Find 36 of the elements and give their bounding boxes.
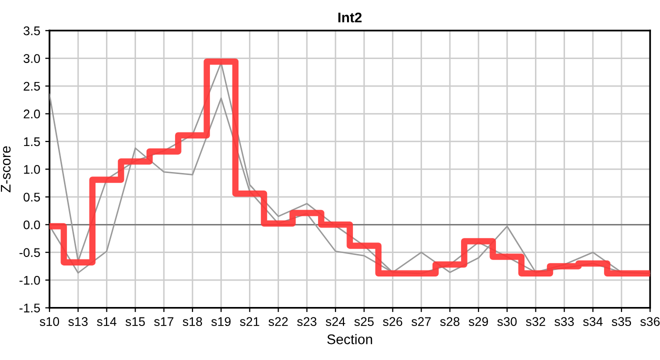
x-tick-label: s21 — [240, 317, 260, 326]
x-tick-label: s35 — [612, 317, 632, 326]
y-axis-title: Z-score — [0, 146, 11, 192]
x-tick-label: s17 — [154, 317, 174, 326]
x-tick-label: s22 — [268, 317, 288, 326]
y-tick-label: 3.5 — [24, 26, 40, 36]
y-tick-label: 1.5 — [24, 137, 40, 146]
x-tick-label: s14 — [96, 317, 116, 326]
x-tick-label: s28 — [440, 317, 460, 326]
x-tick-label: s27 — [412, 317, 431, 326]
x-tick-label: s13 — [68, 317, 88, 326]
x-tick-label: s15 — [126, 317, 145, 326]
y-tick-label: -1.0 — [19, 276, 40, 285]
x-tick-label: s30 — [497, 317, 517, 326]
y-tick-label: -1.5 — [19, 304, 40, 312]
y-tick-label: 0.5 — [24, 192, 40, 202]
x-tick-label: s33 — [554, 317, 574, 326]
y-tick-label: 0.0 — [24, 220, 40, 230]
y-tick-label: 2.0 — [24, 110, 40, 118]
x-tick-label: s24 — [326, 317, 346, 326]
x-tick-label: s18 — [182, 317, 202, 326]
x-tick-label: s32 — [526, 317, 546, 326]
x-axis-title: Section — [327, 334, 372, 344]
y-tick-label: -0.5 — [19, 248, 40, 258]
y-tick-label: 2.5 — [24, 82, 40, 91]
y-tick-label: 1.0 — [24, 165, 40, 174]
x-tick-label: s34 — [583, 317, 603, 326]
chart-title: Int2 — [338, 12, 362, 22]
x-tick-label: s29 — [468, 317, 488, 326]
x-tick-label: s25 — [354, 317, 374, 326]
x-tick-label: s36 — [640, 317, 660, 326]
x-tick-label: s23 — [297, 317, 316, 326]
x-tick-label: s19 — [211, 317, 231, 326]
y-tick-label: 3.0 — [24, 54, 40, 63]
x-tick-label: s26 — [382, 317, 402, 326]
x-tick-label: s10 — [40, 317, 60, 326]
